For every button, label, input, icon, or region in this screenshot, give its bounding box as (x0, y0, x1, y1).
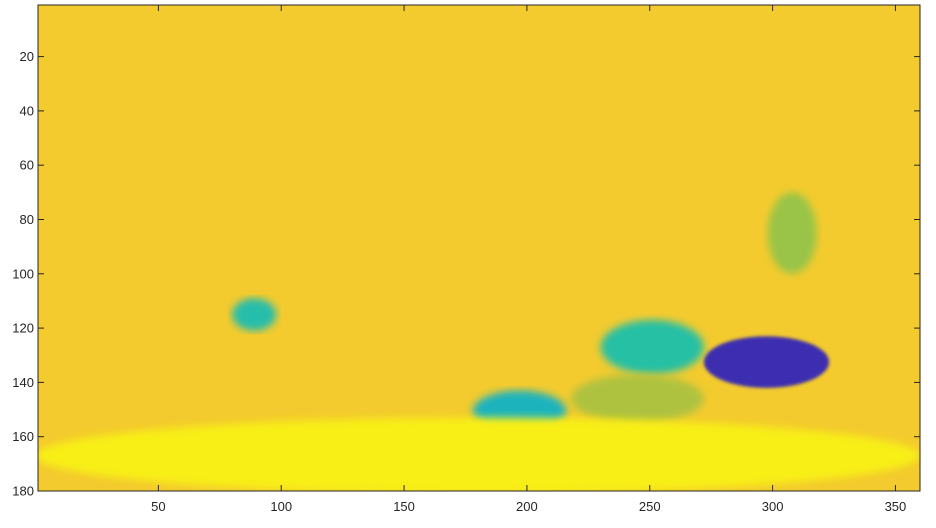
y-tick-label-7: 160 (12, 429, 34, 444)
heatmap-regions (38, 192, 920, 491)
heatmap-region-4 (767, 192, 817, 274)
x-tick-label-3: 200 (516, 499, 538, 514)
plot-frame (37, 4, 921, 492)
heatmap-region-1 (600, 319, 704, 375)
x-tick-label-5: 300 (762, 499, 784, 514)
y-tick-label-2: 60 (20, 158, 34, 173)
y-tick-label-6: 140 (12, 375, 34, 390)
heatmap-region-3 (571, 374, 704, 424)
y-axis: 20 40 60 80 100 120 140 160 180 (12, 49, 920, 499)
heatmap-region-6 (38, 417, 920, 491)
x-tick-label-2: 150 (393, 499, 415, 514)
x-tick-label-4: 250 (639, 499, 661, 514)
y-tick-label-0: 20 (20, 49, 34, 64)
x-tick-label-0: 50 (151, 499, 165, 514)
x-tick-label-1: 100 (270, 499, 292, 514)
y-tick-label-3: 80 (20, 212, 34, 227)
heatmap-region-0 (703, 336, 830, 388)
y-tick-label-1: 40 (20, 103, 34, 118)
y-tick-label-4: 100 (12, 266, 34, 281)
x-axis: 50 100 150 200 250 300 350 (151, 5, 906, 514)
heatmap-region-5 (232, 298, 277, 331)
x-tick-label-6: 350 (885, 499, 907, 514)
y-tick-label-5: 120 (12, 321, 34, 336)
y-tick-label-8: 180 (12, 484, 34, 499)
heatmap-plot-area (38, 5, 920, 491)
